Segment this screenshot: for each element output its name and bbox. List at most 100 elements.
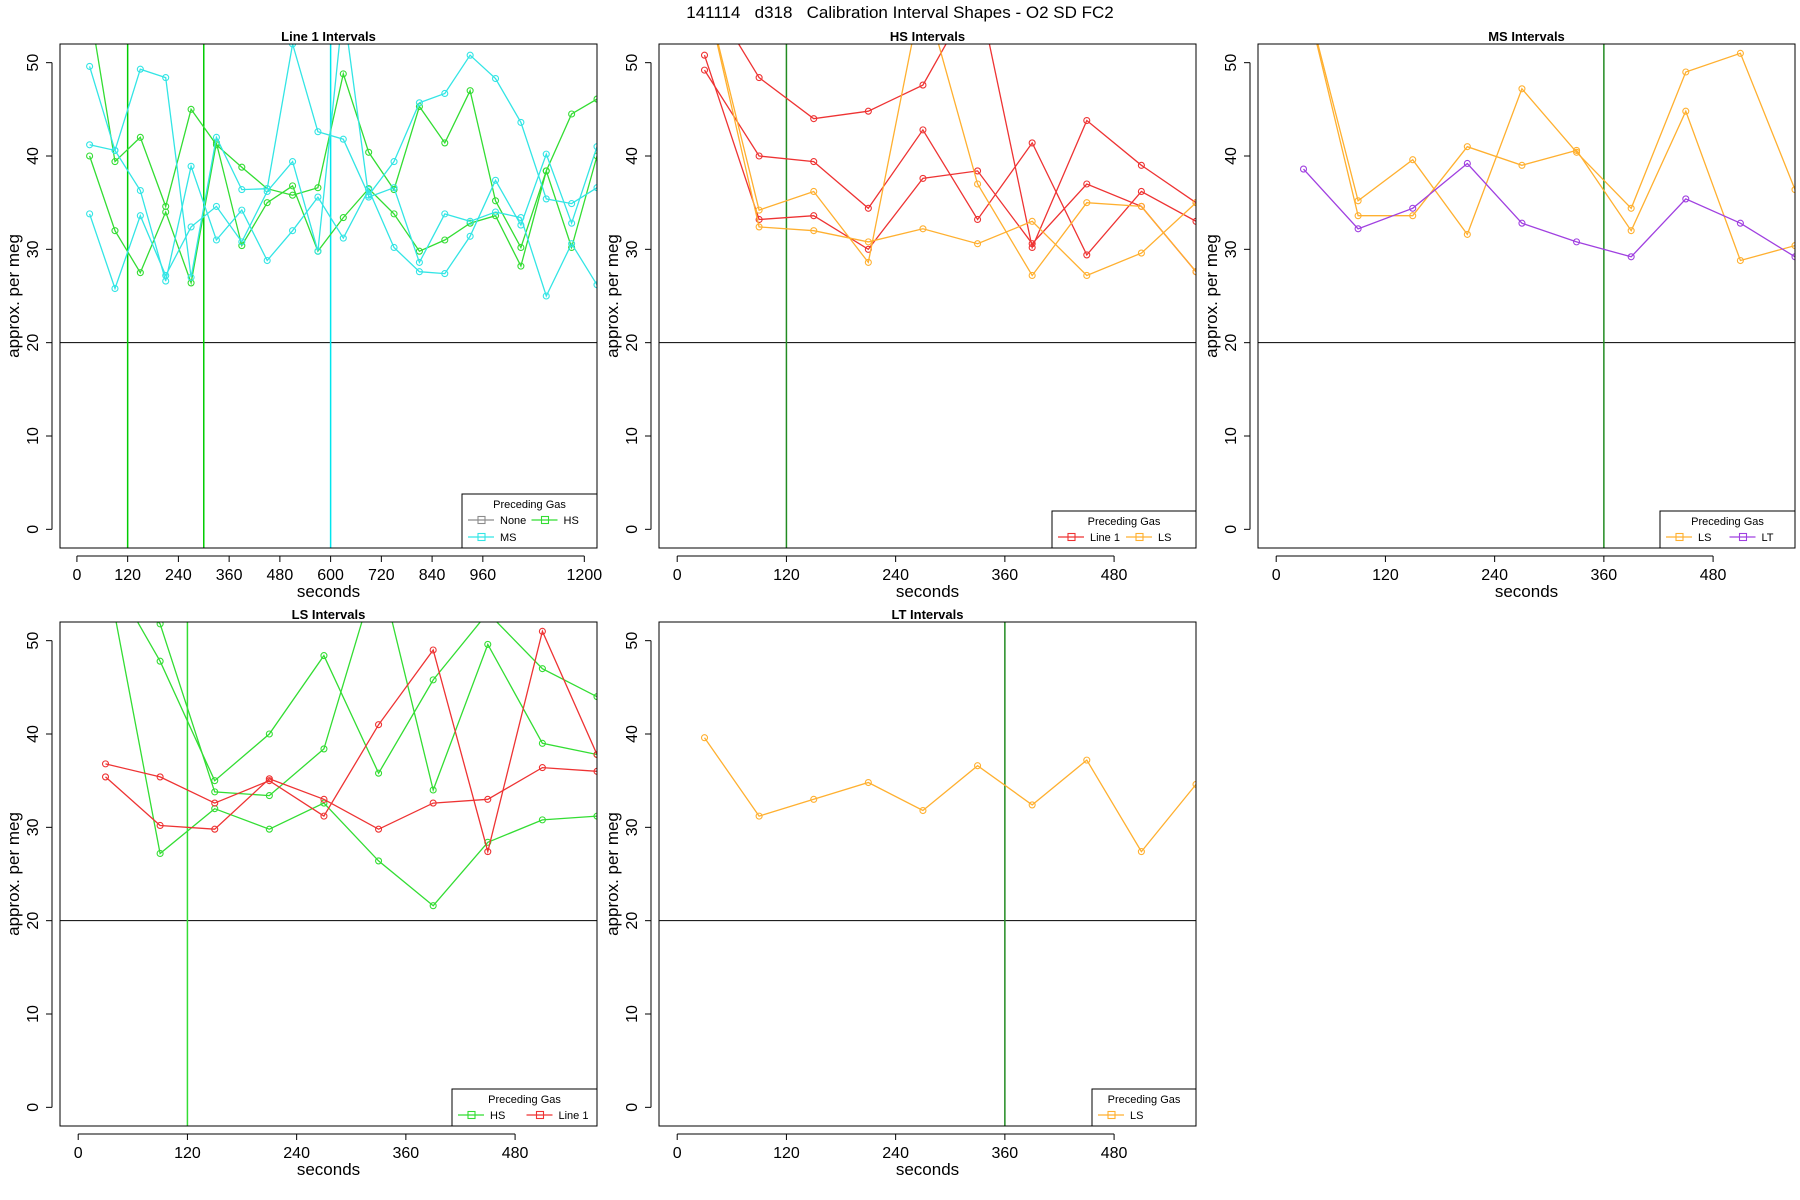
legend-swatch-marker: [477, 515, 486, 525]
legend-label: LS: [1698, 532, 1711, 544]
series-line: [716, 44, 1196, 277]
data-point: [390, 243, 398, 252]
data-point: [101, 760, 110, 768]
x-tick-label: 360: [992, 1145, 1019, 1162]
data-point: [1354, 225, 1362, 233]
data-point: [289, 44, 297, 48]
data-point: [375, 857, 383, 865]
y-tick-label: 50: [25, 632, 42, 650]
x-tick-label: 1200: [567, 567, 603, 584]
data-point: [265, 775, 273, 783]
series-line: [105, 766, 597, 830]
data-point: [441, 236, 449, 244]
data-point: [1627, 227, 1635, 235]
series-line: [88, 44, 597, 298]
x-axis-label: seconds: [297, 582, 360, 601]
data-point: [156, 773, 164, 781]
plot-area: [60, 4, 597, 548]
y-tick-label: 50: [1223, 54, 1240, 72]
data-point: [864, 204, 872, 212]
data-point: [87, 4, 93, 10]
data-point: [1028, 801, 1036, 809]
data-point: [187, 162, 195, 170]
data-point: [415, 99, 423, 107]
legend-label: HS: [564, 515, 579, 527]
panel-title: LS Intervals: [292, 607, 366, 622]
data-point: [1518, 85, 1526, 93]
data-point: [593, 812, 597, 820]
y-tick-label: 40: [25, 725, 42, 743]
data-point: [429, 646, 437, 654]
data-point: [339, 70, 347, 78]
data-point: [810, 212, 818, 220]
legend-swatch-marker: [1675, 532, 1684, 542]
data-point: [755, 215, 763, 224]
data-point: [238, 163, 246, 171]
legend-entry: None: [468, 515, 526, 527]
data-point: [86, 152, 94, 160]
x-tick-label: 0: [1272, 567, 1281, 584]
data-point: [1083, 756, 1091, 764]
data-point: [212, 236, 220, 244]
plot-frame: [59, 43, 598, 549]
x-axis-label: seconds: [297, 1160, 360, 1179]
x-tick-label: 840: [419, 567, 446, 584]
legend-label: None: [500, 515, 526, 527]
series-line: [115, 622, 597, 907]
x-tick-label: 120: [773, 567, 800, 584]
legend-swatch-marker: [1107, 1110, 1116, 1120]
data-point: [517, 214, 525, 222]
x-tick-label: 120: [114, 567, 141, 584]
series-line: [88, 44, 597, 278]
data-point: [162, 271, 170, 280]
data-point: [864, 238, 872, 246]
data-point: [1573, 146, 1581, 154]
panel-title: Line 1 Intervals: [281, 29, 376, 44]
x-tick-label: 480: [502, 1145, 529, 1162]
data-point: [542, 167, 550, 175]
data-point: [265, 730, 273, 738]
y-tick-label: 20: [25, 334, 42, 352]
x-tick-label: 240: [882, 567, 909, 584]
legend-label: HS: [490, 1110, 505, 1122]
data-point: [289, 191, 297, 199]
data-point: [700, 734, 709, 742]
data-point: [1299, 165, 1308, 173]
data-point: [484, 848, 492, 856]
legend-entry: MS: [468, 532, 517, 544]
data-point: [390, 158, 398, 166]
data-point: [211, 777, 219, 785]
data-point: [517, 262, 525, 270]
x-tick-label: 120: [1372, 567, 1399, 584]
x-tick-label: 240: [882, 1145, 909, 1162]
legend-label: MS: [500, 532, 517, 544]
series-line: [737, 44, 1196, 250]
legend-label: Line 1: [559, 1110, 589, 1122]
data-point: [314, 193, 322, 201]
data-point: [755, 152, 763, 160]
data-point: [1028, 217, 1036, 225]
x-axis-label: seconds: [1495, 582, 1558, 601]
data-point: [593, 184, 597, 192]
data-point: [1409, 156, 1417, 164]
legend-label: Line 1: [1090, 532, 1120, 544]
data-point: [1791, 253, 1795, 261]
x-tick-label: 360: [992, 567, 1019, 584]
data-point: [1682, 107, 1690, 115]
series-line: [105, 629, 597, 855]
data-point: [415, 258, 423, 266]
data-point: [103, 563, 109, 569]
data-point: [415, 268, 423, 276]
data-point: [429, 799, 437, 807]
plot-frame: [658, 43, 1197, 549]
data-point: [339, 214, 347, 222]
data-point: [111, 146, 119, 154]
data-point: [156, 821, 164, 830]
data-point: [1682, 68, 1690, 76]
data-point: [974, 180, 982, 188]
data-point: [542, 150, 550, 158]
legend-label: LT: [1762, 532, 1774, 544]
data-point: [238, 238, 246, 246]
data-point: [263, 187, 271, 196]
series-line: [717, 44, 1196, 277]
